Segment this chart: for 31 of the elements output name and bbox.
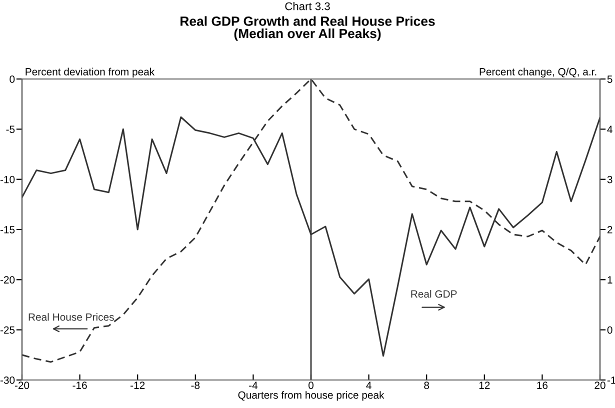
x-tick-label: -16 bbox=[72, 382, 87, 390]
y2-tick-label: 5 bbox=[607, 76, 612, 83]
y-tick-label: -10 bbox=[0, 176, 15, 184]
x-tick-label: 8 bbox=[424, 382, 430, 390]
caption: Chart 3.3 bbox=[285, 2, 330, 10]
y-axis-title: Percent deviation from peak bbox=[26, 68, 155, 78]
x-tick-label: 16 bbox=[537, 382, 548, 390]
series-label: Real GDP bbox=[411, 290, 457, 298]
y-tick-label: -15 bbox=[0, 226, 15, 234]
x-tick-label: -20 bbox=[14, 382, 30, 390]
x-tick-label: 12 bbox=[479, 382, 490, 389]
y-tick-label: -5 bbox=[6, 126, 15, 134]
y2-tick-label: 4 bbox=[607, 126, 612, 133]
y-tick-label: -20 bbox=[0, 276, 15, 284]
x-tick-label: -4 bbox=[249, 382, 258, 389]
y2-tick-label: 2 bbox=[607, 226, 612, 234]
x-tick-label: 4 bbox=[366, 382, 372, 389]
y-tick-label: 0 bbox=[10, 76, 15, 83]
x-tick-label: -12 bbox=[130, 382, 145, 389]
x-tick-label: -8 bbox=[191, 382, 200, 390]
y-tick-label: -25 bbox=[0, 326, 15, 334]
series-label: Real House Prices bbox=[28, 313, 114, 321]
y2-tick-label: 3 bbox=[607, 176, 612, 184]
y2-axis-title: Percent change, Q/Q, a.r. bbox=[480, 68, 596, 78]
x-axis-title: Quarters from house price peak bbox=[238, 391, 384, 401]
y2-tick-label: 0 bbox=[607, 326, 612, 334]
y-tick-label: -30 bbox=[0, 376, 15, 384]
chart-title: Real GDP Growth and Real House Prices (Median over All Peaks) bbox=[180, 16, 435, 41]
x-tick-label: 20 bbox=[594, 382, 606, 390]
x-tick-label: 0 bbox=[308, 382, 314, 390]
y2-tick-label: 1 bbox=[608, 276, 612, 284]
